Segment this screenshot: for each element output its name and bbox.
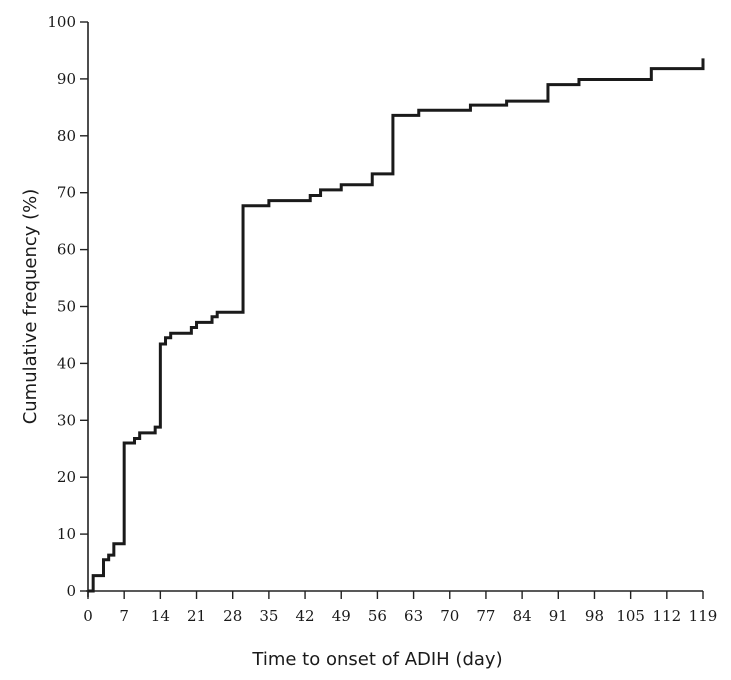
y-tick-label: 50 (57, 298, 76, 316)
x-tick-label: 49 (332, 607, 351, 625)
x-tick-label: 112 (653, 607, 682, 625)
y-tick-label: 100 (47, 13, 76, 31)
y-tick-label: 90 (57, 70, 76, 88)
x-tick-label: 14 (151, 607, 170, 625)
x-tick-label: 7 (119, 607, 129, 625)
y-tick-label: 80 (57, 127, 76, 145)
x-tick-label: 70 (440, 607, 459, 625)
x-tick-label: 91 (549, 607, 568, 625)
x-tick-label: 84 (513, 607, 532, 625)
x-tick-label: 77 (476, 607, 495, 625)
x-tick-label: 98 (585, 607, 604, 625)
x-axis: 0 7 14 21 28 35 42 49 56 63 70 77 84 91 98 105 112 119 (83, 590, 718, 625)
x-tick-label: 21 (187, 607, 206, 625)
y-axis-label: Cumulative frequency (%) (20, 189, 41, 425)
series-group (88, 58, 705, 593)
y-tick-label: 70 (57, 184, 76, 202)
cumulative-step-line (88, 58, 705, 593)
x-tick-label: 42 (296, 607, 315, 625)
y-axis: 0 10 20 30 40 50 60 70 80 90 100 (47, 13, 89, 600)
x-axis-label: Time to onset of ADIH (day) (251, 649, 502, 670)
y-tick-label: 40 (57, 354, 76, 372)
y-tick-label: 10 (57, 525, 76, 543)
x-tick-label: 0 (83, 607, 93, 625)
x-tick-label: 28 (223, 607, 242, 625)
x-tick-label: 119 (689, 607, 718, 625)
x-tick-label: 56 (368, 607, 387, 625)
x-tick-label: 35 (259, 607, 278, 625)
x-tick-label: 105 (616, 607, 645, 625)
y-tick-label: 30 (57, 411, 76, 429)
y-tick-label: 20 (57, 468, 76, 486)
x-tick-label: 63 (404, 607, 423, 625)
y-tick-label: 60 (57, 241, 76, 259)
y-tick-label: 0 (66, 582, 76, 600)
